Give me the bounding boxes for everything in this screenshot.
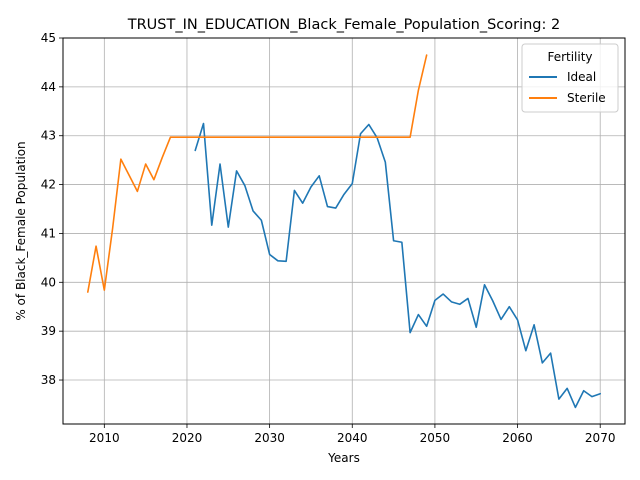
plot-frame: [62, 37, 626, 425]
legend-title: Fertility: [547, 50, 592, 64]
legend: Fertility Ideal Sterile: [521, 43, 619, 113]
x-tick-label: 2010: [89, 431, 120, 445]
x-tick-label: 2060: [502, 431, 533, 445]
y-tick-label: 43: [41, 129, 56, 143]
series-line-ideal: [194, 122, 602, 409]
y-tick-label: 39: [41, 324, 56, 338]
x-tick-label: 2050: [420, 431, 451, 445]
legend-label-sterile: Sterile: [567, 91, 606, 105]
chart-title: TRUST_IN_EDUCATION_Black_Female_Populati…: [127, 17, 560, 33]
x-tick-label: 2020: [172, 431, 203, 445]
y-axis: 38 39 40 41 42 43 44 45: [41, 31, 63, 387]
y-tick-label: 41: [41, 226, 56, 240]
y-tick-label: 45: [41, 31, 56, 45]
x-tick-label: 2040: [337, 431, 368, 445]
y-tick-label: 40: [41, 275, 56, 289]
x-axis-label: Years: [327, 451, 360, 465]
x-axis: 2010 2020 2030 2040 2050 2060 2070: [89, 424, 615, 445]
y-tick-label: 38: [41, 373, 56, 387]
series-line-sterile: [86, 54, 428, 293]
legend-box: [521, 43, 619, 113]
legend-label-ideal: Ideal: [567, 70, 596, 84]
y-axis-label: % of Black_Female Population: [14, 141, 28, 320]
y-tick-label: 44: [41, 80, 56, 94]
x-tick-label: 2070: [585, 431, 616, 445]
x-tick-label: 2030: [254, 431, 285, 445]
series-layer: [86, 54, 602, 409]
y-tick-label: 42: [41, 178, 56, 192]
